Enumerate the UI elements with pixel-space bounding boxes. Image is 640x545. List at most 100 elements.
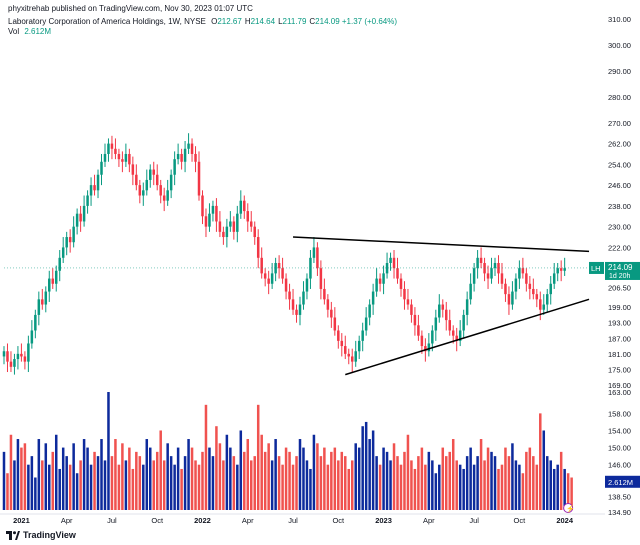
candle-body (389, 257, 392, 263)
candle-body (340, 340, 344, 347)
symbol-badge-label: LH (591, 264, 601, 273)
candle-body (232, 221, 236, 232)
volume-label: Vol (8, 27, 20, 36)
y-tick-label: 254.00 (608, 160, 631, 169)
candle-body (30, 330, 34, 344)
candle-body (243, 200, 246, 212)
volume-bar (51, 451, 55, 510)
volume-bar (340, 451, 344, 510)
candle-body (298, 304, 302, 315)
volume-value: 2.612M (24, 27, 52, 36)
candle-body (34, 314, 37, 331)
candle-body (424, 346, 427, 352)
volume-bar (438, 464, 441, 510)
candle-body (539, 299, 542, 310)
publisher-line: phyxitrehab published on TradingView.com… (8, 4, 253, 13)
candle-body (138, 185, 142, 196)
candle-body (507, 294, 511, 305)
volume-bar (451, 439, 455, 510)
candle-body (201, 195, 204, 217)
volume-bar (68, 464, 72, 510)
candle-body (469, 283, 472, 300)
volume-bar (448, 451, 451, 510)
volume-bar (305, 460, 309, 510)
ohlc-label-c: C (309, 17, 316, 26)
candle-body (75, 213, 79, 227)
volume-bar (378, 464, 382, 510)
candle-body (462, 314, 465, 331)
candle-body (288, 291, 291, 300)
volume-bar (117, 464, 121, 510)
volume-bar (528, 447, 532, 510)
volume-bar (190, 447, 194, 510)
volume-bar (490, 451, 493, 510)
candle-body (521, 268, 525, 274)
candle-body (333, 317, 337, 331)
ohlc-value-l: 211.79 (282, 17, 307, 26)
volume-bar (368, 439, 371, 510)
candle-body (218, 221, 222, 232)
y-tick-label: 246.00 (608, 181, 631, 190)
volume-bar (406, 434, 410, 510)
candle-body (368, 304, 371, 318)
volume-bar (37, 439, 41, 510)
candle-body (316, 247, 319, 269)
volume-bar (361, 426, 364, 510)
volume-bar (434, 473, 438, 510)
volume-bar (420, 447, 424, 510)
volume-legend: Vol 2.612M (8, 27, 51, 36)
volume-bar (75, 473, 79, 510)
volume-bar (427, 451, 431, 510)
candle-body (504, 283, 507, 295)
last-price-label: 214.09 (608, 263, 633, 272)
candle-body (511, 291, 514, 305)
volume-bar (493, 456, 497, 510)
candle-body (194, 153, 197, 162)
candle-body (225, 226, 229, 238)
y-tick-label: 206.50 (608, 284, 631, 293)
candle-body (23, 356, 27, 362)
volume-bar (552, 468, 556, 510)
candle-body (176, 153, 180, 160)
volume-bar (222, 460, 225, 510)
candle-body (180, 153, 183, 162)
candle-body (96, 174, 100, 191)
volume-bar (166, 443, 169, 510)
candle-body (169, 174, 173, 191)
y-tick-label: 238.00 (608, 202, 631, 211)
volume-bar (270, 460, 274, 510)
volume-bar (344, 456, 347, 510)
volume-bar (145, 439, 149, 510)
volume-bar (465, 456, 469, 510)
volume-bar (319, 456, 323, 510)
candle-body (256, 237, 260, 258)
volume-bar (201, 451, 204, 510)
volume-bar (277, 456, 281, 510)
candle-body (434, 317, 438, 331)
candle-body (403, 288, 406, 300)
x-tick-label: Apr (242, 516, 254, 525)
candle-body (124, 153, 128, 162)
ohlc-value-c: 214.09 (315, 17, 340, 26)
y-tick-label: 222.00 (608, 243, 631, 252)
volume-bar (114, 439, 117, 510)
candle-body (357, 340, 361, 352)
candle-body (361, 330, 364, 341)
volume-bar (472, 464, 476, 510)
change-value: +1.37 (+0.64%) (341, 17, 398, 26)
volume-bar (274, 439, 277, 510)
candle-body (274, 263, 277, 274)
volume-badge (605, 475, 640, 488)
candle-body (347, 353, 351, 357)
x-tick-label: Apr (61, 516, 73, 525)
ohlc-values: O212.67 H214.64 L211.79 C214.09 (208, 17, 342, 26)
candle-body (246, 211, 250, 222)
volume-bar (549, 460, 552, 510)
volume-bar (326, 464, 330, 510)
ohlc-value-h: 214.64 (250, 17, 276, 26)
volume-bar (162, 460, 166, 510)
volume-bar (86, 447, 89, 510)
volume-bar (284, 447, 288, 510)
candle-body (107, 143, 110, 154)
